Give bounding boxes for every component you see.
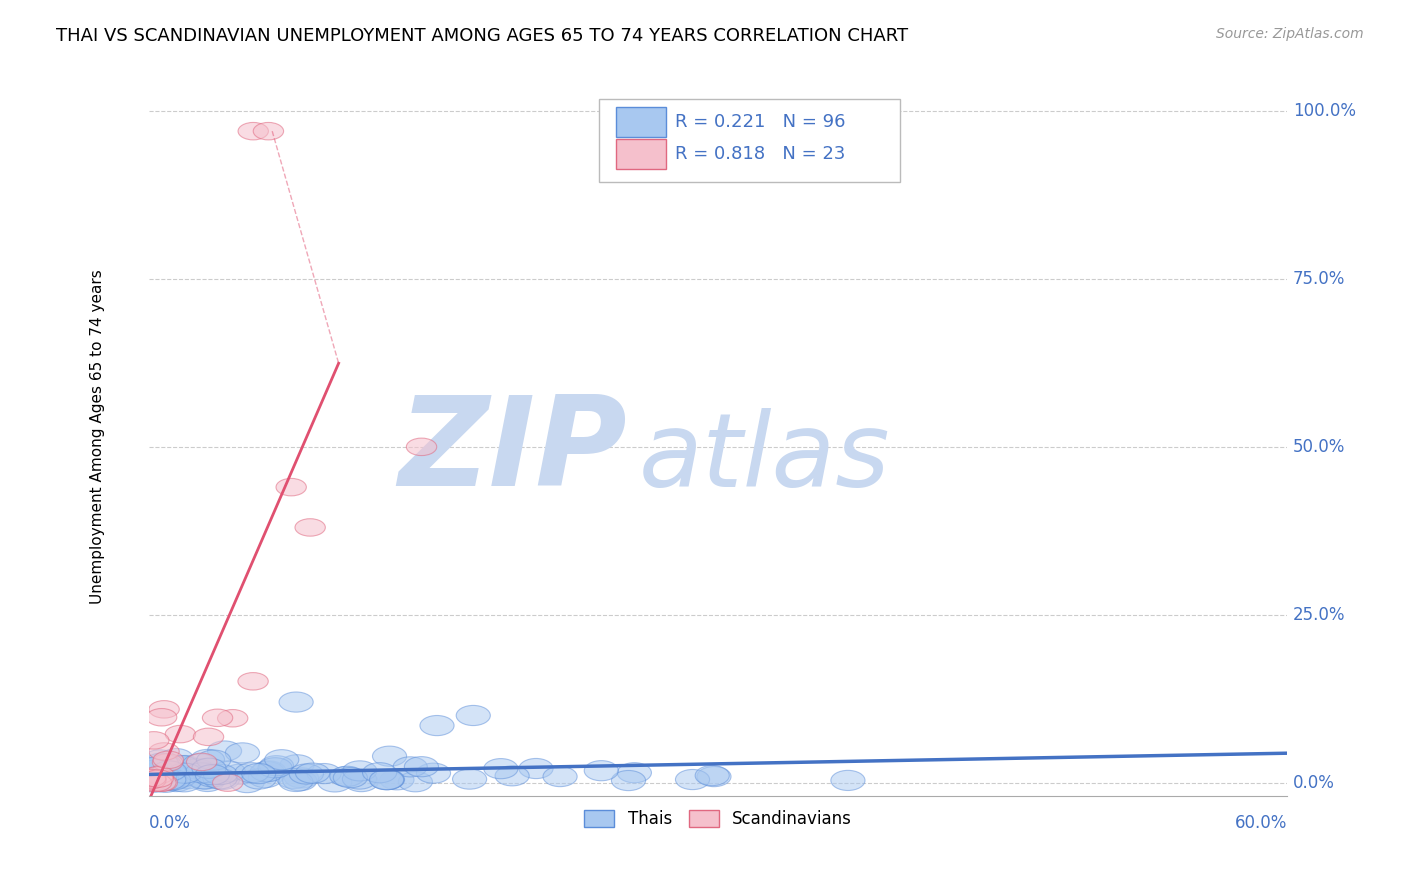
Text: ZIP: ZIP — [398, 391, 627, 512]
Text: 25.0%: 25.0% — [1294, 606, 1346, 624]
Text: 100.0%: 100.0% — [1294, 102, 1357, 120]
Text: 0.0%: 0.0% — [1294, 773, 1334, 792]
Text: 50.0%: 50.0% — [1294, 438, 1346, 456]
Legend: Thais, Scandinavians: Thais, Scandinavians — [578, 803, 859, 835]
Text: 60.0%: 60.0% — [1234, 814, 1288, 832]
FancyBboxPatch shape — [599, 99, 900, 182]
Text: 0.0%: 0.0% — [149, 814, 191, 832]
FancyBboxPatch shape — [616, 107, 666, 137]
FancyBboxPatch shape — [616, 139, 666, 169]
Text: R = 0.818   N = 23: R = 0.818 N = 23 — [675, 145, 845, 163]
Text: Unemployment Among Ages 65 to 74 years: Unemployment Among Ages 65 to 74 years — [90, 269, 105, 604]
Text: atlas: atlas — [638, 409, 890, 508]
Text: 75.0%: 75.0% — [1294, 270, 1346, 288]
Text: THAI VS SCANDINAVIAN UNEMPLOYMENT AMONG AGES 65 TO 74 YEARS CORRELATION CHART: THAI VS SCANDINAVIAN UNEMPLOYMENT AMONG … — [56, 27, 908, 45]
Text: Source: ZipAtlas.com: Source: ZipAtlas.com — [1216, 27, 1364, 41]
Text: R = 0.221   N = 96: R = 0.221 N = 96 — [675, 113, 845, 131]
